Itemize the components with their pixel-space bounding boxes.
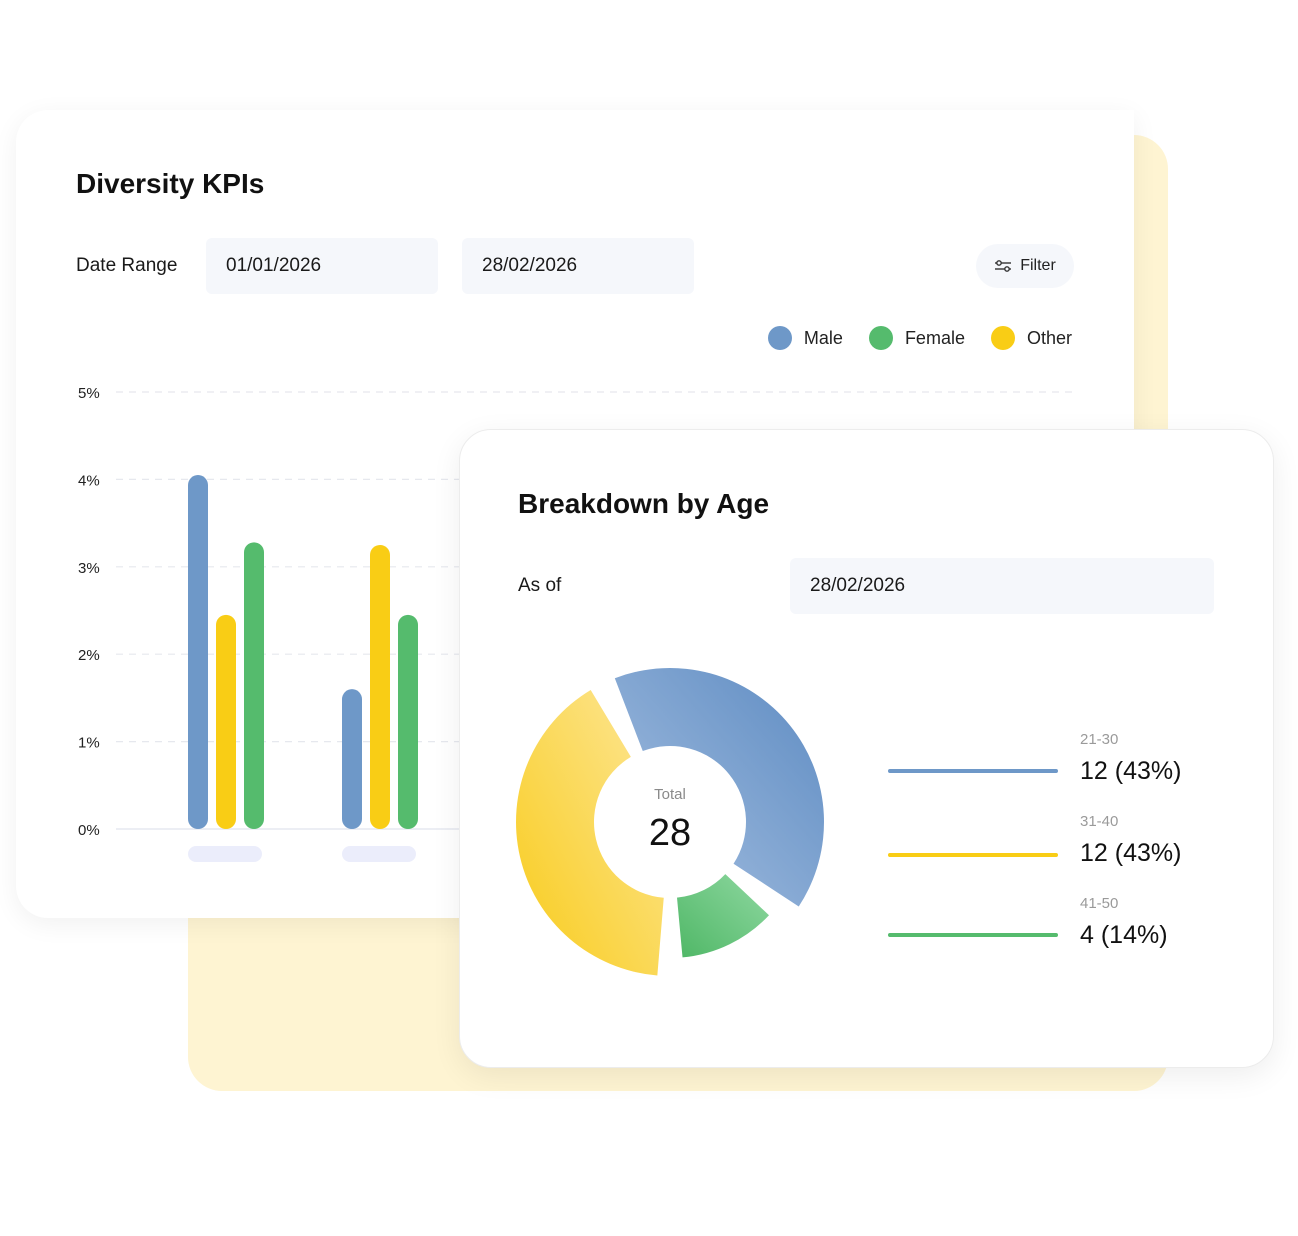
x-category-placeholder [188,846,262,862]
age-legend-range: 21-30 [1080,731,1119,748]
filter-button[interactable]: Filter [976,244,1074,288]
bar-male [342,689,362,829]
legend-label-other: Other [1026,327,1072,348]
bar-other [216,614,236,829]
bar-female [244,542,264,829]
legend-dot-other [990,326,1015,350]
donut-slice-41-50 [677,874,770,958]
age-donut-chart [515,668,824,976]
age-legend-range: 41-50 [1080,895,1119,912]
filter-button-label: Filter [1020,257,1056,274]
x-category-placeholder [342,846,416,862]
y-tick-label: 4% [78,472,100,489]
donut-total-value: 28 [648,812,692,854]
y-tick-label: 3% [78,560,100,577]
legend-dot-male [767,326,792,350]
y-tick-label: 5% [78,385,100,402]
bar-other [370,544,390,829]
as-of-label: As of [518,575,562,596]
bar-male [188,475,208,829]
legend-item-other: Other [990,326,1072,350]
bar-chart-legend: Male Female Other [767,326,1072,350]
legend-item-female: Female [868,326,965,350]
bar-female [398,614,418,829]
donut-slice-21-30 [614,668,824,907]
y-tick-label: 2% [78,647,100,664]
legend-dot-female [868,326,893,350]
end-date-input[interactable]: 28/02/2026 [462,238,694,294]
legend-label-female: Female [904,327,965,348]
age-legend-range: 31-40 [1080,813,1119,830]
donut-total-label: Total [654,786,686,803]
age-legend-value: 12 (43%) [1080,839,1182,867]
legend-label-male: Male [803,327,843,348]
y-tick-label: 1% [78,735,100,752]
filter-sliders-icon [995,260,1012,272]
age-legend-line-21-30 [888,769,1058,773]
kpi-card-title: Diversity KPIs [76,168,265,199]
y-tick-label: 0% [78,822,100,839]
as-of-date-input[interactable]: 28/02/2026 [790,558,1214,614]
age-legend-line-31-40 [888,853,1058,857]
age-card-title: Breakdown by Age [518,488,770,519]
date-range-label: Date Range [76,255,178,276]
start-date-input[interactable]: 01/01/2026 [206,238,438,294]
donut-slice-31-40 [515,689,664,976]
legend-item-male: Male [767,326,843,350]
age-legend-value: 12 (43%) [1080,757,1182,785]
age-legend-line-41-50 [888,933,1058,937]
age-legend-value: 4 (14%) [1080,921,1168,949]
diversity-bar-chart: 0% 1% 2% 3% 4% 5% [78,385,1074,862]
